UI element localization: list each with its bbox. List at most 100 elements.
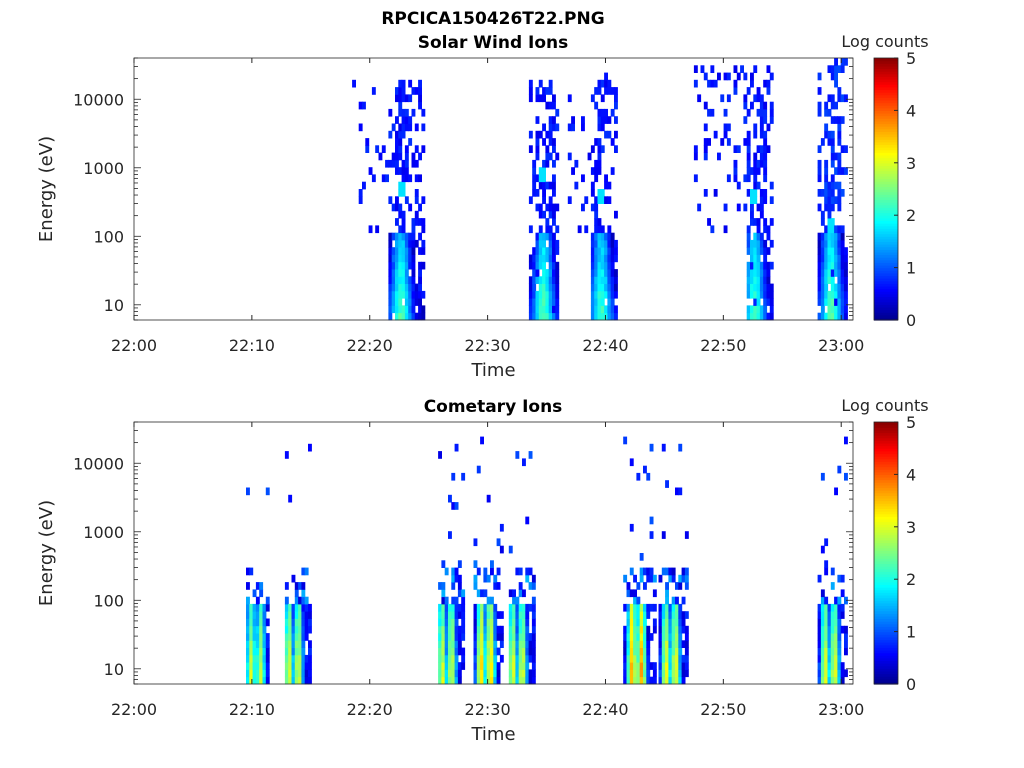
heatmap-cell <box>636 640 641 648</box>
colorbar-step <box>874 241 898 245</box>
heatmap-cell <box>528 603 533 612</box>
heatmap-cell <box>411 239 416 248</box>
heatmap-cell <box>259 662 264 670</box>
heatmap-cell <box>837 312 842 321</box>
colorbar-step <box>874 189 898 193</box>
heatmap-cell <box>512 589 516 598</box>
heatmap-cell <box>633 669 637 678</box>
heatmap-cell <box>623 654 628 663</box>
heatmap-cell <box>476 669 481 678</box>
colorbar-step <box>874 594 898 599</box>
heatmap-cell <box>827 181 832 190</box>
heatmap-cell <box>597 116 602 124</box>
heatmap-cell <box>391 298 396 306</box>
heatmap-cell <box>298 582 302 590</box>
heatmap-cell <box>594 269 599 277</box>
heatmap-cell <box>493 625 498 634</box>
heatmap-cell <box>600 145 605 153</box>
heatmap-cell <box>411 305 416 314</box>
heatmap-cell <box>528 633 533 641</box>
heatmap-cell <box>753 312 758 321</box>
colorbar-step <box>874 196 898 201</box>
heatmap-cell <box>614 210 618 219</box>
heatmap-cell <box>827 647 832 656</box>
heatmap-cell <box>837 159 842 168</box>
heatmap-cell <box>817 254 822 263</box>
heatmap-cell <box>726 72 731 81</box>
heatmap-cell <box>820 138 825 146</box>
heatmap-cell <box>827 254 832 263</box>
heatmap-cell <box>827 130 832 139</box>
heatmap-cell <box>837 247 842 255</box>
heatmap-cell <box>395 261 399 270</box>
heatmap-cell <box>448 662 452 670</box>
heatmap-cell <box>395 247 399 255</box>
heatmap-cell <box>604 305 608 314</box>
heatmap-cell <box>681 596 686 605</box>
colorbar-step <box>874 445 898 449</box>
heatmap-cell <box>753 167 758 175</box>
heatmap-cell <box>255 625 260 634</box>
heatmap-cell <box>480 676 484 685</box>
heatmap-cell <box>411 254 416 263</box>
heatmap-cell <box>590 312 595 321</box>
heatmap-cell <box>834 269 838 277</box>
x-tick-label: 22:10 <box>229 336 275 355</box>
heatmap-cell <box>817 603 822 612</box>
heatmap-cell <box>515 662 520 670</box>
heatmap-cell <box>636 582 641 590</box>
heatmap-cell <box>604 87 608 95</box>
heatmap-cell <box>824 254 829 263</box>
heatmap-cell <box>629 669 634 678</box>
heatmap-cell <box>249 618 254 627</box>
heatmap-cell <box>746 145 751 153</box>
heatmap-cell <box>249 633 254 641</box>
heatmap-cell <box>508 669 513 678</box>
heatmap-cell <box>255 633 260 641</box>
heatmap-cell <box>480 436 484 445</box>
heatmap-cell <box>820 261 825 270</box>
heatmap-cell <box>652 625 657 634</box>
heatmap-cell <box>398 87 403 95</box>
heatmap-cell <box>298 633 302 641</box>
heatmap-cell <box>820 596 825 605</box>
heatmap-cell <box>418 232 422 241</box>
heatmap-cell <box>840 167 845 175</box>
heatmap-cell <box>538 203 543 212</box>
heatmap-cell <box>610 269 615 277</box>
heatmap-cell <box>675 596 679 605</box>
heatmap-cell <box>298 669 302 678</box>
heatmap-cell <box>444 662 449 670</box>
heatmap-cell <box>763 254 768 263</box>
heatmap-cell <box>678 654 683 663</box>
heatmap-cell <box>493 647 498 656</box>
heatmap-cell <box>454 654 459 663</box>
colorbar-step <box>874 655 898 659</box>
heatmap-cell <box>358 196 363 204</box>
heatmap-cell <box>362 181 366 190</box>
heatmap-cell <box>834 225 838 234</box>
heatmap-cell <box>528 254 533 263</box>
heatmap-cell <box>486 603 491 612</box>
heatmap-cell <box>633 640 637 648</box>
heatmap-cell <box>476 676 481 685</box>
colorbar-step <box>874 199 898 203</box>
heatmap-cell <box>594 203 599 212</box>
heatmap-cell <box>652 676 657 685</box>
heatmap-cell <box>401 269 406 277</box>
heatmap-cell <box>301 654 306 663</box>
colorbar-step <box>874 605 898 609</box>
heatmap-cell <box>522 458 526 467</box>
heatmap-cell <box>639 611 644 619</box>
heatmap-cell <box>763 138 768 146</box>
heatmap-cell <box>571 123 575 132</box>
colorbar-step <box>874 71 898 75</box>
heatmap-cell <box>496 625 501 634</box>
heatmap-cell <box>678 640 683 648</box>
colorbar-step <box>874 602 898 606</box>
heatmap-cell <box>461 472 466 481</box>
heatmap-cell <box>304 633 309 641</box>
colorbar-step <box>874 285 898 290</box>
heatmap-cell <box>395 283 399 292</box>
heatmap-cell <box>581 174 585 183</box>
